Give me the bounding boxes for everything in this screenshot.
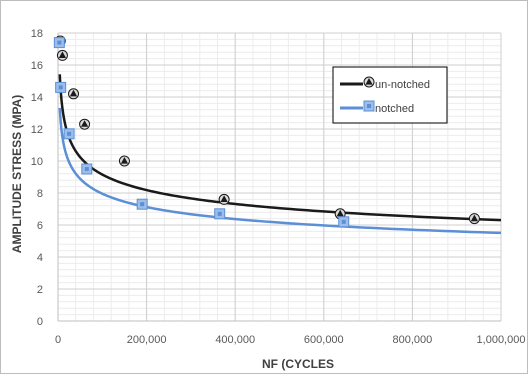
marker-triangle: [58, 51, 67, 58]
x-tick-label: 1,000,000: [477, 334, 526, 346]
data-point-notched: [81, 163, 93, 175]
marker-center: [67, 131, 72, 136]
x-tick-label: 800,000: [393, 334, 433, 346]
legend: un-notched notched: [332, 66, 448, 124]
marker-center: [367, 104, 371, 108]
marker-center: [217, 211, 222, 216]
data-points: [53, 35, 480, 228]
data-point-un-notched: [68, 88, 80, 100]
x-tick-label: 600,000: [304, 334, 344, 346]
marker-triangle: [220, 195, 228, 202]
x-tick-labels: 0 200,000 400,000 600,000 800,000 1,000,000: [55, 334, 526, 346]
trend-line-notched: [58, 107, 502, 235]
marker-triangle: [120, 157, 129, 164]
y-tick-label: 10: [31, 156, 43, 168]
data-point-un-notched: [79, 118, 91, 130]
data-point-notched: [214, 208, 226, 220]
data-point-notched: [53, 37, 65, 49]
x-axis-title: NF (CYCLES: [262, 357, 334, 371]
y-tick-label: 12: [31, 124, 43, 136]
y-tick-label: 2: [37, 284, 43, 296]
major-grid: [57, 32, 502, 322]
legend-label-un-notched: un-notched: [375, 79, 430, 91]
legend-symbol-un-notched: [363, 76, 375, 88]
legend-label-notched: notched: [375, 103, 414, 115]
marker-triangle: [365, 78, 373, 85]
x-tick-label: 0: [55, 334, 61, 346]
y-tick-label: 6: [37, 220, 43, 232]
y-tick-label: 16: [31, 60, 43, 72]
marker-center: [57, 40, 62, 45]
y-axis-title: AMPLITUDE STRESS (MPA): [10, 95, 24, 253]
trend-curves: [58, 74, 502, 235]
data-point-notched: [136, 198, 148, 210]
data-point-notched: [63, 128, 75, 140]
x-tick-label: 200,000: [127, 334, 167, 346]
marker-triangle: [470, 214, 479, 222]
legend-box: [332, 66, 448, 124]
data-point-un-notched: [468, 213, 480, 225]
trend-line-un-notched: [58, 74, 502, 222]
y-tick-label: 4: [37, 252, 43, 264]
legend-marker-notched: [363, 100, 375, 112]
y-tick-labels: 0 2 4 6 8 10 12 14 16 18: [31, 28, 43, 328]
marker-center: [140, 202, 145, 207]
data-point-un-notched: [56, 49, 68, 61]
legend-marker-un-notched: [363, 76, 375, 88]
data-point-notched: [338, 216, 350, 228]
marker-center: [58, 85, 63, 90]
y-tick-label: 14: [31, 92, 43, 104]
y-tick-label: 0: [37, 316, 43, 328]
marker-center: [84, 167, 89, 171]
marker-triangle: [336, 209, 344, 217]
marker-center: [341, 219, 346, 224]
marker-triangle: [80, 120, 89, 127]
marker-triangle: [69, 89, 78, 97]
x-tick-label: 400,000: [215, 334, 255, 346]
legend-symbol-notched: [363, 100, 375, 112]
y-tick-label: 18: [31, 28, 43, 40]
data-point-un-notched: [118, 155, 130, 167]
y-tick-label: 8: [37, 188, 43, 200]
data-point-notched: [55, 81, 67, 93]
data-point-un-notched: [218, 193, 230, 205]
